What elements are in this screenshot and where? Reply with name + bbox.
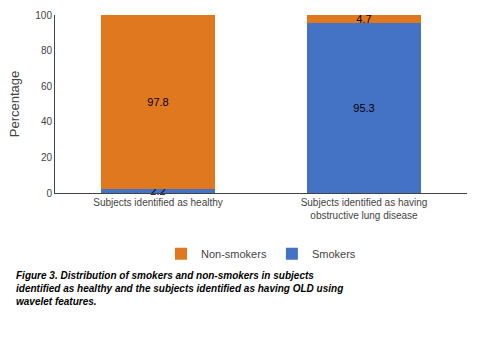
svg-text:2.2: 2.2	[150, 185, 165, 197]
svg-text:100: 100	[35, 10, 52, 21]
svg-text:20: 20	[41, 152, 53, 163]
svg-text:95.3: 95.3	[353, 102, 374, 114]
svg-text:40: 40	[41, 116, 53, 127]
svg-text:60: 60	[41, 81, 53, 92]
svg-text:Subjects identified as healthy: Subjects identified as healthy	[93, 197, 223, 208]
svg-text:4.7: 4.7	[356, 13, 371, 25]
svg-text:Non-smokers: Non-smokers	[201, 248, 267, 260]
svg-text:Figure 3. Distribution of smok: Figure 3. Distribution of smokers and no…	[16, 270, 343, 307]
svg-text:80: 80	[41, 45, 53, 56]
svg-text:Subjects identified as havingo: Subjects identified as havingobstructive…	[301, 197, 428, 221]
svg-text:Percentage: Percentage	[7, 71, 22, 138]
svg-text:97.8: 97.8	[147, 96, 168, 108]
svg-text:0: 0	[46, 188, 52, 199]
svg-text:Smokers: Smokers	[312, 248, 356, 260]
